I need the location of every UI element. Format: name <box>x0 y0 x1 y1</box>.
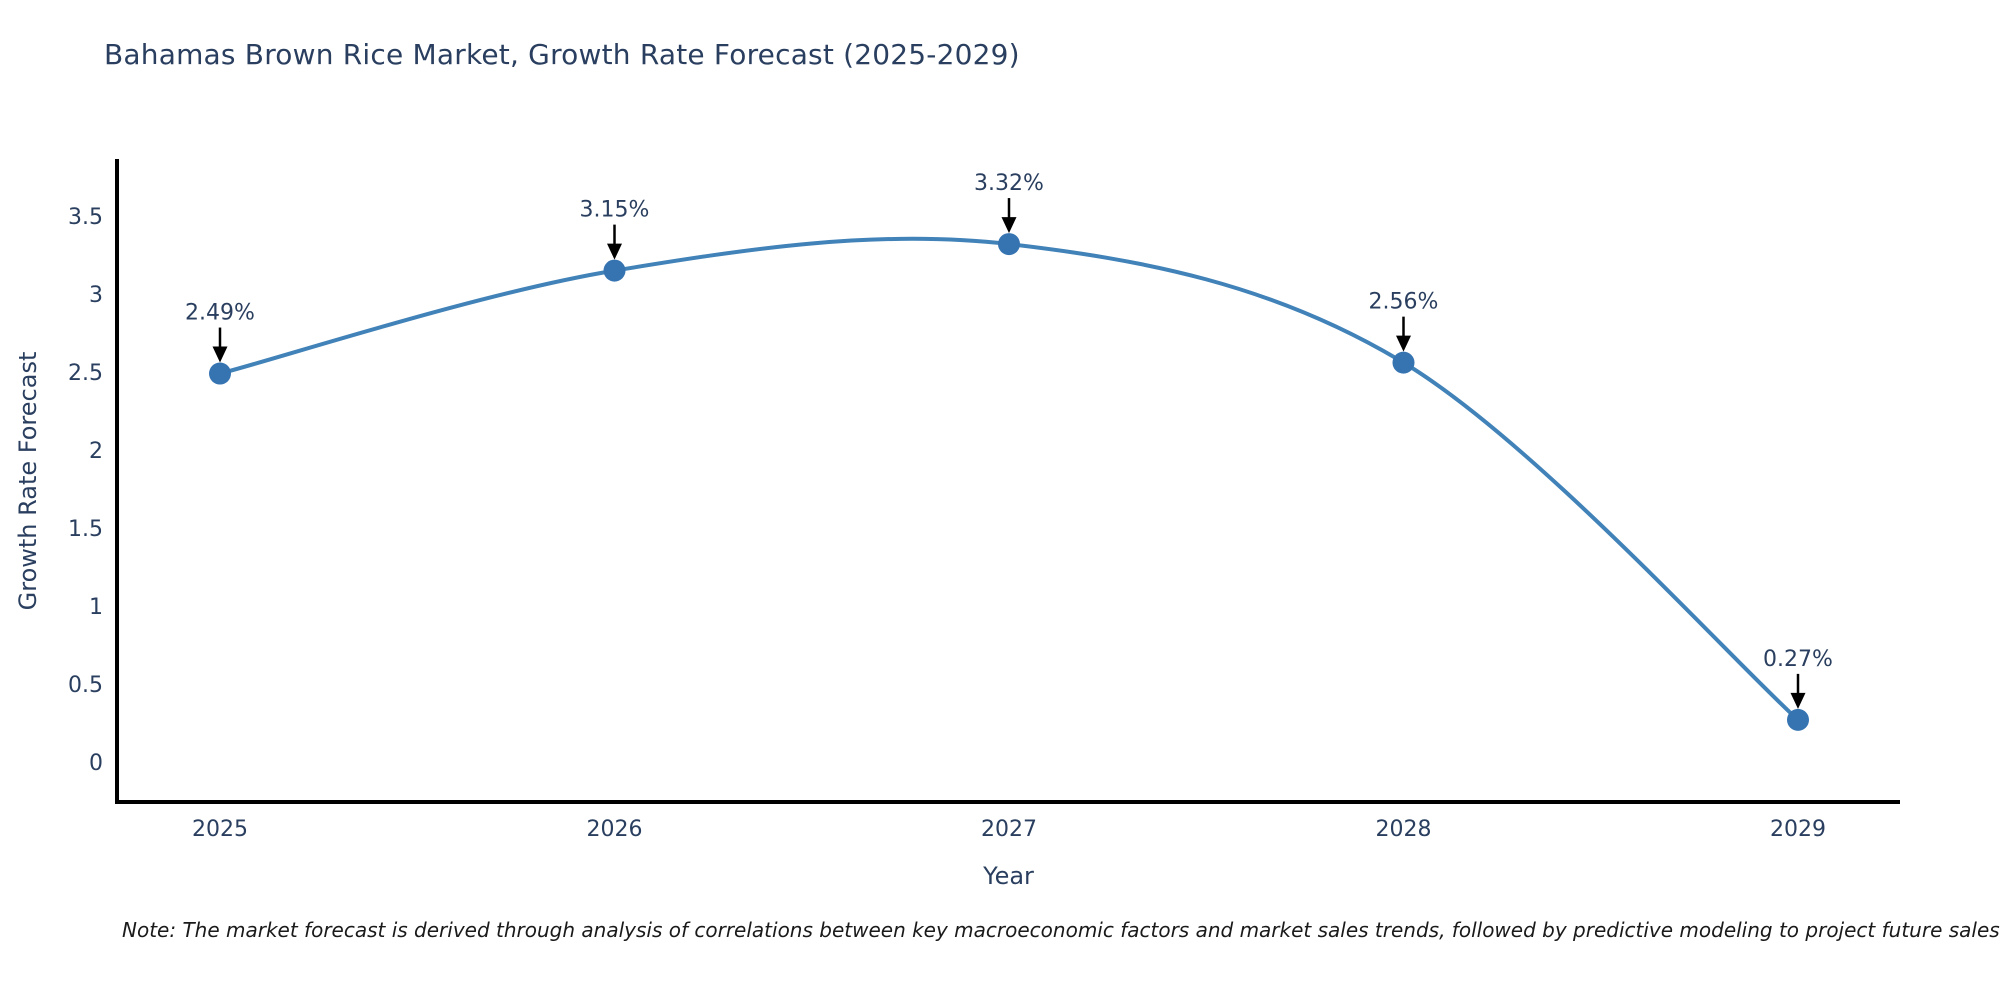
x-tick-label: 2026 <box>587 817 643 842</box>
point-annotation: 0.27% <box>1763 647 1833 672</box>
y-tick-label: 2.5 <box>68 361 103 386</box>
y-tick-label: 3 <box>89 283 103 308</box>
y-axis-title: Growth Rate Forecast <box>14 351 42 611</box>
y-tick-label: 0 <box>89 751 103 776</box>
data-point <box>603 259 626 282</box>
x-tick-label: 2029 <box>1770 817 1826 842</box>
point-annotation: 2.56% <box>1369 290 1439 315</box>
line-series <box>218 236 1800 722</box>
annotation-arrowhead <box>1790 692 1806 709</box>
x-tick-label: 2027 <box>981 817 1037 842</box>
annotation-arrowhead <box>1001 217 1017 234</box>
y-tick-label: 1 <box>89 595 103 620</box>
x-tick-label: 2025 <box>192 817 248 842</box>
y-tick-label: 3.5 <box>68 205 103 230</box>
x-tick-label: 2028 <box>1376 817 1432 842</box>
data-point <box>1392 351 1415 374</box>
point-annotation: 2.49% <box>185 301 255 326</box>
x-axis-title: Year <box>983 862 1034 890</box>
footnote: Note: The market forecast is derived thr… <box>122 918 2000 942</box>
annotation-arrowhead <box>607 243 622 260</box>
y-tick-label: 1.5 <box>68 517 103 542</box>
annotation-arrowhead <box>212 346 228 363</box>
point-annotation: 3.32% <box>974 171 1044 196</box>
point-annotation: 3.15% <box>580 198 650 223</box>
data-point <box>1787 708 1809 731</box>
chart-title: Bahamas Brown Rice Market, Growth Rate F… <box>104 38 1020 71</box>
y-tick-label: 0.5 <box>68 673 103 698</box>
annotation-arrowhead <box>1396 335 1411 352</box>
y-tick-label: 2 <box>89 439 103 464</box>
data-point <box>209 362 231 385</box>
data-point <box>998 233 1020 256</box>
